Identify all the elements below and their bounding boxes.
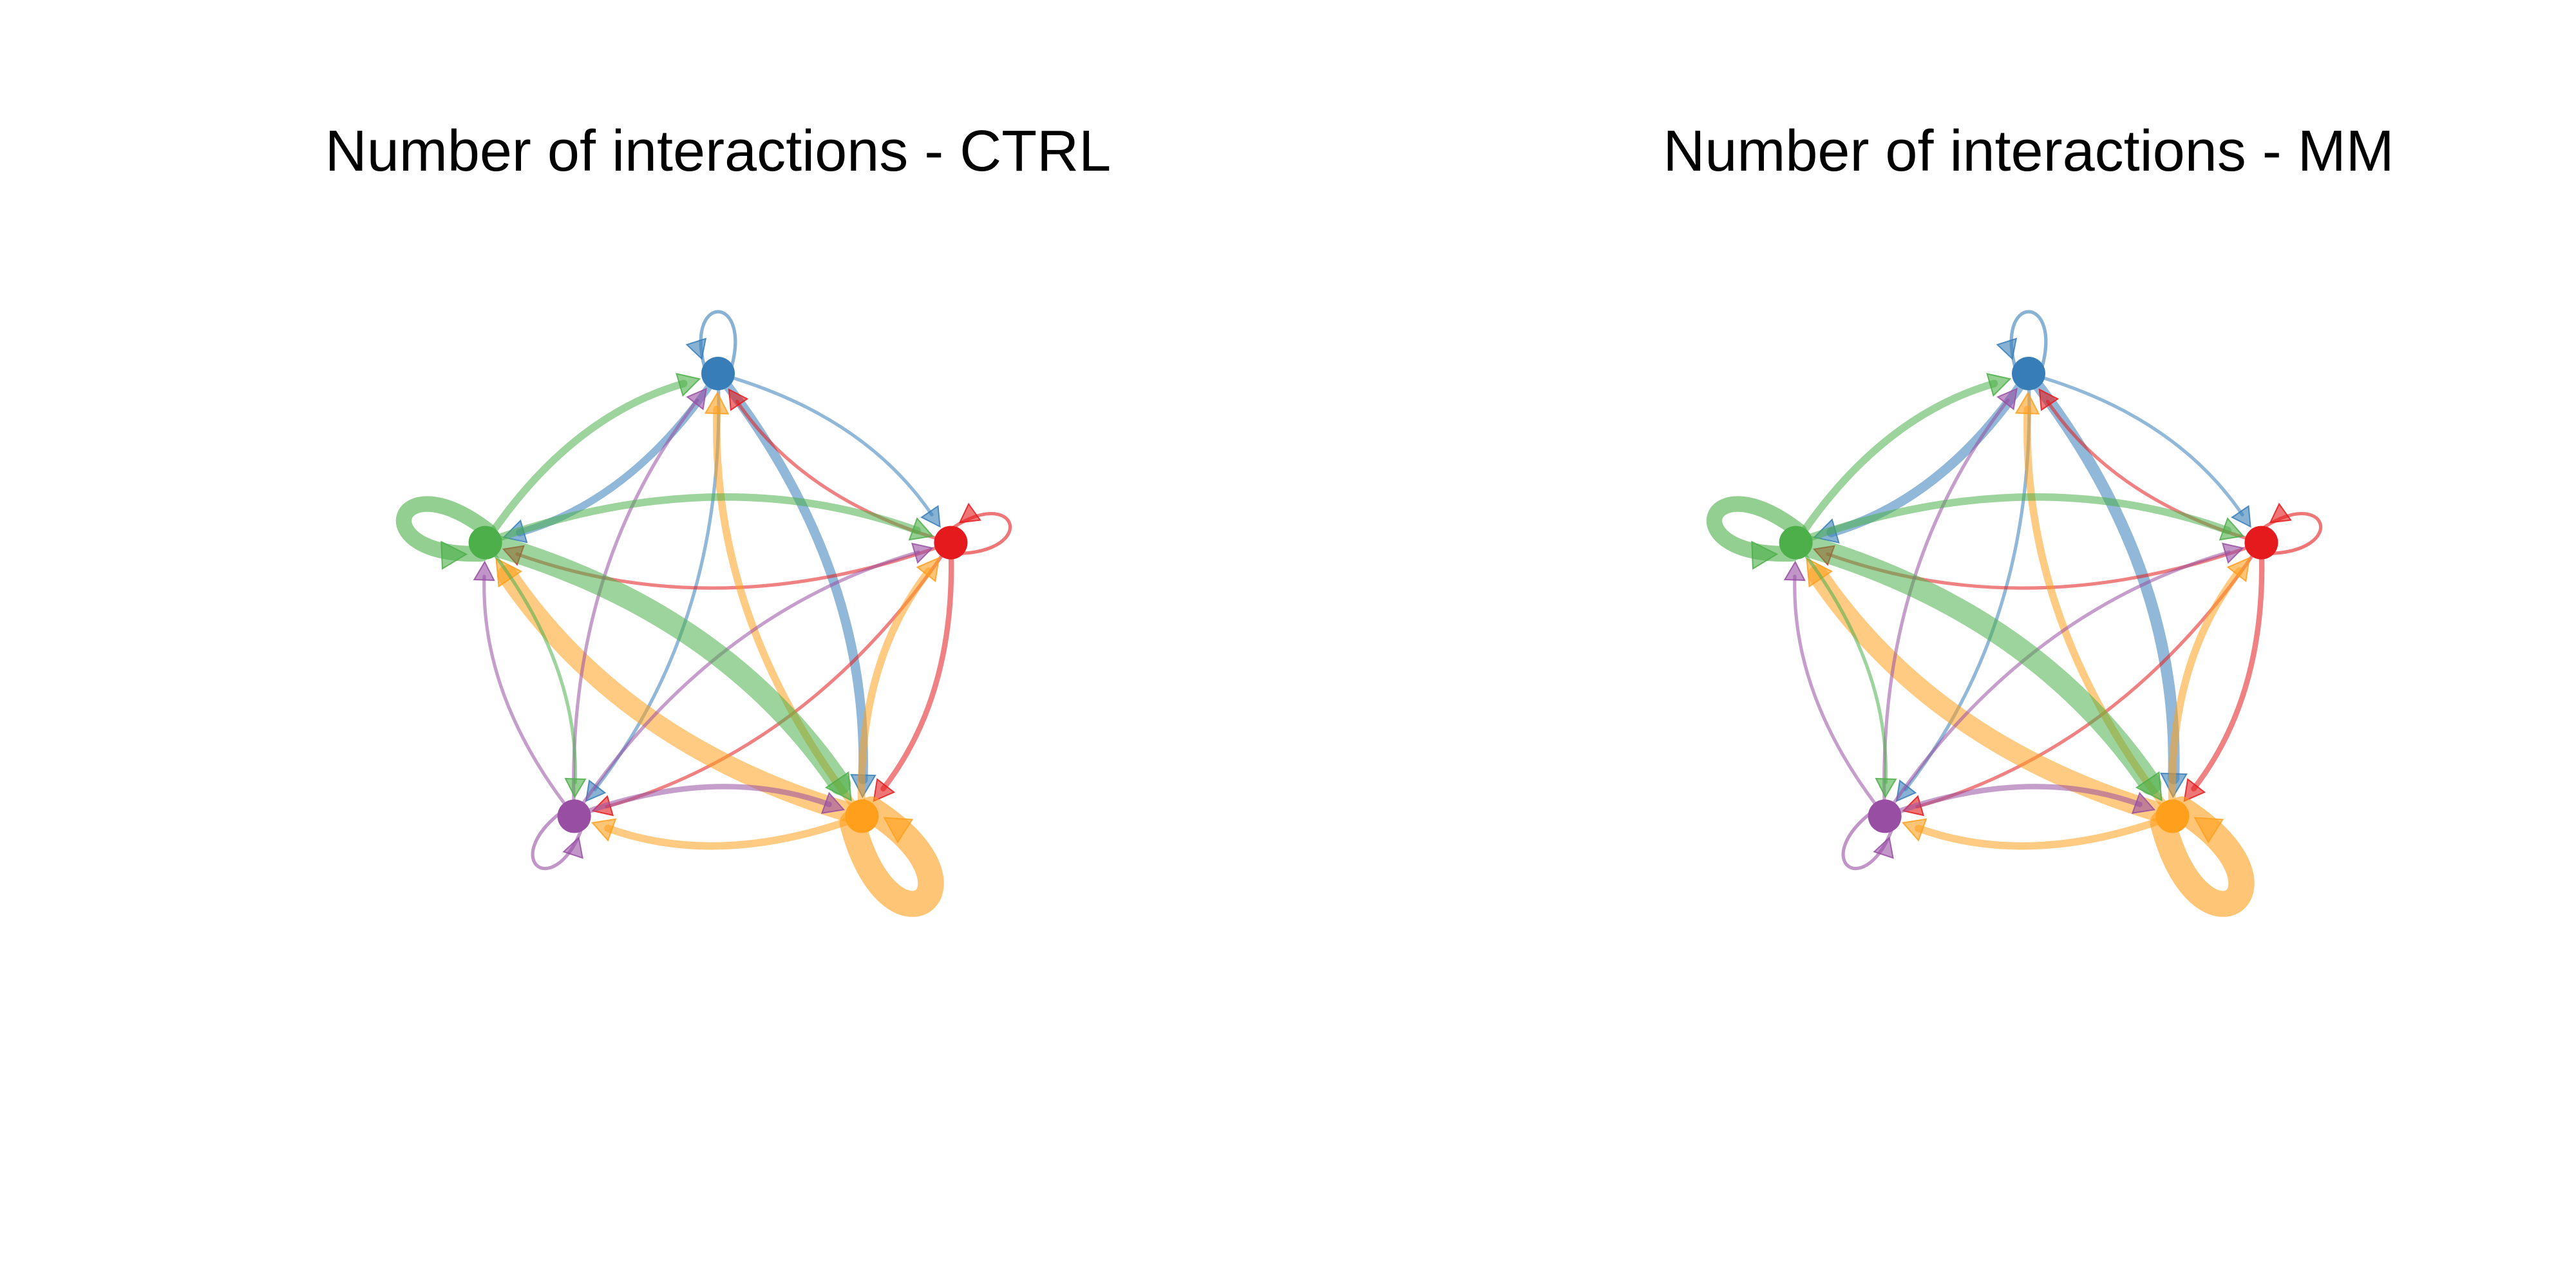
node-red [2244, 526, 2278, 560]
edge-red-to-red [2256, 502, 2323, 556]
edge-purple-to-orange [1888, 784, 2156, 817]
ctrl-nodes [468, 357, 968, 833]
node-purple [557, 799, 591, 833]
edge-green-to-blue [1795, 373, 2012, 541]
edge-red-to-orange [873, 546, 954, 802]
edge-purple-to-red [576, 542, 934, 813]
edge-orange-to-green [495, 557, 866, 824]
edge-red-to-orange [2183, 546, 2265, 802]
edge-orange-to-red [2168, 556, 2251, 813]
edge-purple-to-red [1886, 542, 2244, 813]
edge-red-to-blue [2038, 388, 2257, 543]
edge-blue-to-blue [685, 310, 737, 375]
panel-title-mm: Number of interactions - MM [1663, 119, 2394, 184]
node-blue [701, 357, 735, 390]
edge-red-to-blue [728, 388, 947, 543]
node-red [934, 526, 968, 560]
node-orange [845, 799, 879, 833]
edge-green-to-red [1798, 493, 2245, 544]
edge-blue-to-green [1813, 374, 2030, 544]
edge-purple-to-green [473, 560, 572, 813]
edge-green-to-orange [480, 533, 852, 802]
edge-purple-to-purple [1841, 808, 1896, 871]
ctrl-network-panel: Number of interactions - CTRL [325, 119, 1111, 917]
edge-blue-to-red [723, 374, 941, 528]
mm-nodes [1779, 357, 2278, 833]
edge-green-to-purple [488, 546, 587, 799]
edge-orange-to-red [857, 556, 940, 813]
edge-orange-to-purple [591, 815, 860, 850]
edge-purple-to-green [1783, 560, 1882, 813]
mm-network-panel: Number of interactions - MM [1663, 119, 2394, 917]
node-green [468, 526, 502, 560]
edge-blue-to-red [2033, 374, 2251, 528]
edge-orange-to-green [1806, 557, 2176, 824]
node-green [1779, 526, 1813, 560]
ctrl-edges [395, 310, 1012, 917]
node-orange [2155, 799, 2190, 833]
edge-blue-to-green [502, 375, 718, 544]
edge-green-to-green [395, 496, 497, 570]
mm-edges [1706, 310, 2323, 917]
node-blue [2012, 357, 2045, 390]
node-purple [1868, 799, 1902, 833]
panel-title-ctrl: Number of interactions - CTRL [325, 119, 1111, 184]
edge-purple-to-purple [531, 808, 585, 871]
edge-green-to-red [488, 493, 934, 544]
edge-green-to-orange [1791, 533, 2163, 802]
edge-orange-to-purple [1901, 815, 2170, 850]
edge-green-to-green [1706, 496, 1808, 570]
edge-blue-to-blue [1996, 310, 2048, 375]
edge-green-to-purple [1798, 546, 1897, 799]
edge-orange-to-orange [2150, 796, 2255, 917]
edge-red-to-red [945, 502, 1012, 556]
edge-purple-to-orange [578, 784, 846, 817]
edge-green-to-blue [485, 373, 701, 541]
edge-orange-to-orange [839, 796, 944, 917]
